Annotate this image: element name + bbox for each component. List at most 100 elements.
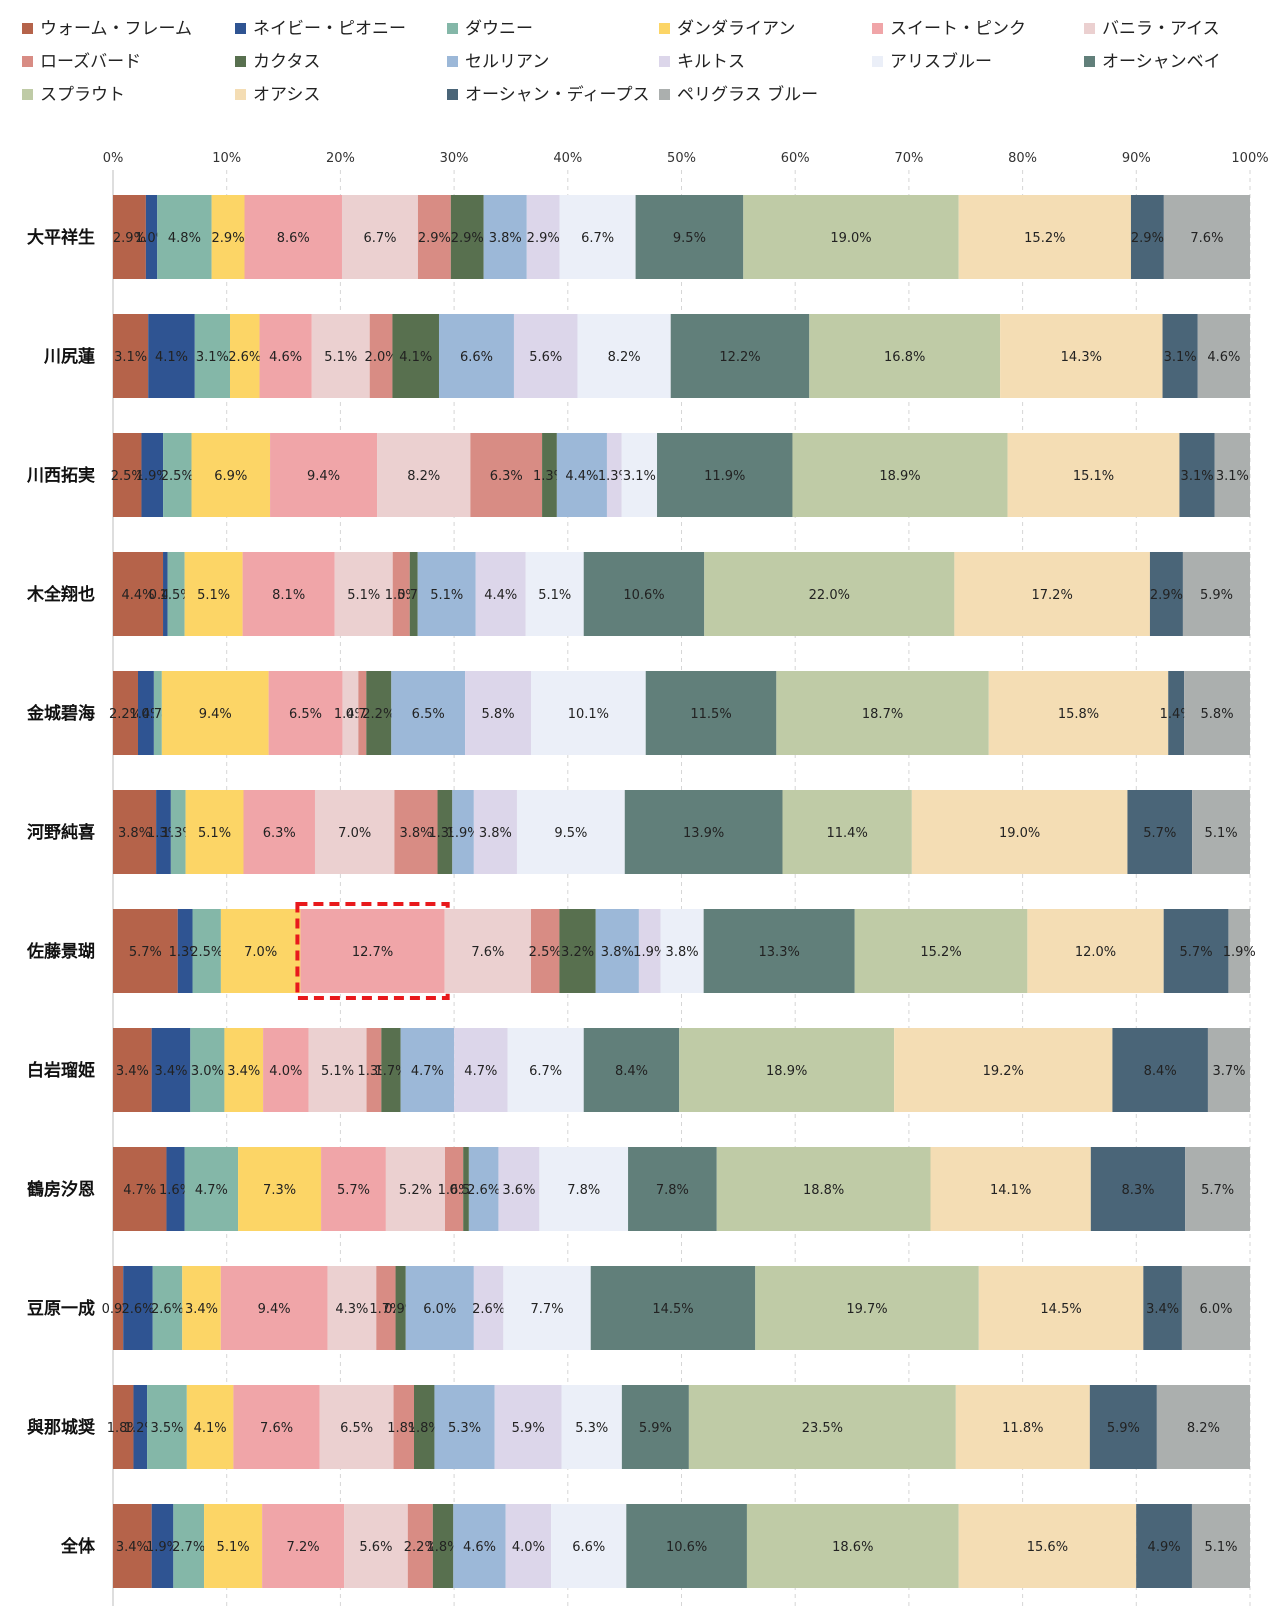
data-label: 5.3%: [448, 1421, 481, 1436]
bar-row: 3.4% 3.4% 3.0% 3.4% 4.0% 5.1% 1.3%1.7% 4.7% 4.7%…: [113, 1028, 1250, 1112]
bar-segment: [341, 195, 418, 279]
data-label: 2.9%: [527, 231, 560, 246]
data-label: 5.8%: [1201, 707, 1234, 722]
data-label: 1.6%: [159, 1183, 192, 1198]
data-label: 4.7%: [195, 1183, 228, 1198]
data-label: 6.7%: [581, 231, 614, 246]
bar-segment: [314, 790, 395, 874]
bar-segment: [626, 1504, 747, 1588]
bar-segment: [551, 1504, 627, 1588]
data-label: 1.5%: [160, 588, 193, 603]
bar-row: 3.8%1.3%1.3% 5.1% 6.3% 7.0% 3.8%1.3%1.9% 3.8%…: [113, 790, 1250, 874]
bar-segment: [660, 909, 704, 993]
bar-segment: [113, 1504, 152, 1588]
data-label: 3.5%: [150, 1421, 183, 1436]
bar-segment: [395, 1266, 406, 1350]
bar-segment: [755, 1266, 979, 1350]
data-label: 7.8%: [656, 1183, 689, 1198]
bar-row: 0.9%2.6%2.6% 3.4% 9.4% 4.3% 1.7%0.9% 6.0% 2.6%…: [102, 1266, 1250, 1350]
x-tick-label: 0%: [103, 151, 124, 166]
legend-swatch: [22, 89, 33, 100]
bar-segment: [194, 314, 230, 398]
data-label: 5.8%: [482, 707, 515, 722]
data-label: 4.6%: [1207, 350, 1240, 365]
bar-segment: [113, 552, 164, 636]
bar-segment: [113, 1028, 152, 1112]
data-label: 8.2%: [407, 469, 440, 484]
bar-segment: [894, 1028, 1113, 1112]
bar-segment: [516, 790, 625, 874]
bar-segment: [233, 1385, 320, 1469]
bar-segment: [153, 671, 162, 755]
bar-segment: [334, 552, 393, 636]
data-label: 4.3%: [335, 1302, 368, 1317]
data-label: 4.8%: [168, 231, 201, 246]
category-label: 佐藤景瑚: [26, 941, 95, 962]
legend-label: オアシス: [253, 85, 320, 105]
bar-segment: [556, 433, 607, 517]
legend-swatch: [447, 23, 458, 34]
bar-segment: [417, 552, 476, 636]
data-label: 1.8%: [387, 1421, 420, 1436]
bar-segment: [229, 314, 260, 398]
data-label: 3.8%: [118, 826, 151, 841]
bar-segment: [561, 1385, 622, 1469]
legend-swatch: [235, 89, 246, 100]
bar-segment: [409, 552, 418, 636]
legend-swatch: [235, 56, 246, 67]
bar-segment: [452, 790, 474, 874]
data-label: 19.0%: [999, 826, 1040, 841]
bar-segment: [192, 909, 221, 993]
data-label: 2.9%: [1150, 588, 1183, 603]
bar-segment: [1007, 433, 1180, 517]
data-label: 4.4%: [121, 588, 154, 603]
bar-segment: [437, 790, 453, 874]
data-label: 3.4%: [116, 1540, 149, 1555]
legend-swatch: [1084, 23, 1095, 34]
legend-label: キルトス: [677, 52, 745, 72]
data-label: 13.3%: [759, 945, 800, 960]
data-label: 2.6%: [121, 1302, 154, 1317]
bar-segment: [1089, 1385, 1157, 1469]
bar-segment: [958, 1504, 1137, 1588]
bar-segment: [113, 671, 138, 755]
x-tick-label: 90%: [1122, 151, 1151, 166]
data-label: 3.8%: [489, 231, 522, 246]
data-label: 4.7%: [411, 1064, 444, 1079]
data-label: 19.2%: [983, 1064, 1024, 1079]
data-label: 8.1%: [272, 588, 305, 603]
bar-segment: [113, 1385, 134, 1469]
bar-segment: [988, 671, 1169, 755]
bar-row: 4.7% 1.6% 4.7% 7.3% 5.7% 5.2% 1.6%0.5%2.6% 3.6%…: [113, 1147, 1250, 1231]
data-label: 5.9%: [1200, 588, 1233, 603]
data-label: 2.9%: [212, 231, 245, 246]
bar-segment: [525, 552, 584, 636]
data-label: 2.6%: [228, 350, 261, 365]
bar-segment: [342, 671, 359, 755]
data-label: 5.1%: [198, 826, 231, 841]
bar-segment: [1179, 433, 1215, 517]
bar-segment: [1156, 1385, 1250, 1469]
bar-segment: [148, 314, 195, 398]
data-label: 10.1%: [568, 707, 609, 722]
bar-segment: [123, 1266, 153, 1350]
bar-segment: [621, 433, 658, 517]
data-label: 2.2%: [362, 707, 395, 722]
legend-swatch: [659, 23, 670, 34]
data-label: 15.1%: [1073, 469, 1114, 484]
bar-segment: [776, 671, 989, 755]
legend-item: ローズバード: [22, 52, 141, 72]
data-label: 14.5%: [652, 1302, 693, 1317]
data-label: 4.6%: [269, 350, 302, 365]
bar-segment: [358, 671, 367, 755]
bar-segment: [238, 1147, 322, 1231]
data-label: 5.2%: [399, 1183, 432, 1198]
bar-row: 3.4%1.9%2.7% 5.1% 7.2% 5.6% 2.2%1.8% 4.6% 4.0%…: [113, 1504, 1250, 1588]
bar-segment: [381, 1028, 401, 1112]
data-label: 3.0%: [191, 1064, 224, 1079]
bar-segment: [151, 1504, 174, 1588]
data-label: 12.0%: [1075, 945, 1116, 960]
data-label: 2.9%: [418, 231, 451, 246]
bar-segment: [263, 1028, 309, 1112]
data-label: 7.6%: [471, 945, 504, 960]
